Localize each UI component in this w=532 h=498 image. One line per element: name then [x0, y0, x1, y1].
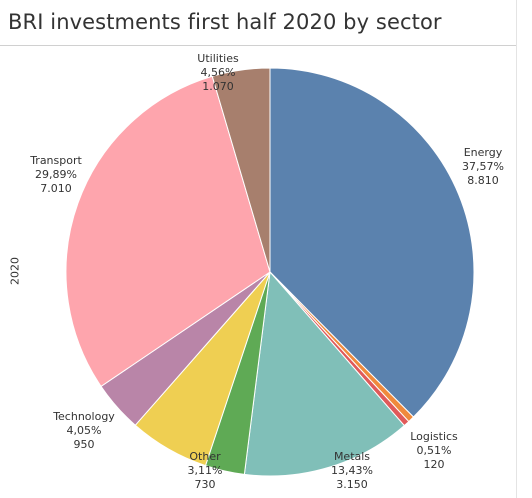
- slice-label-transport-percent-label: 29,89%: [35, 168, 77, 181]
- slice-label-utilities-percent-label: 4,56%: [201, 66, 236, 79]
- pie-slice-transport: [65, 75, 271, 388]
- slice-label-transport-value-label: 7.010: [40, 182, 72, 195]
- slice-label-logistics-value-label: 120: [424, 458, 445, 471]
- pie-slice-utilities: [211, 67, 271, 273]
- pie-slice-energy: [269, 67, 475, 418]
- slice-label-energy-value-label: 8.810: [467, 174, 499, 187]
- pie-slices: [65, 67, 475, 477]
- slice-label-logistics-name: Logistics: [410, 430, 458, 443]
- slice-label-energy-name: Energy: [464, 146, 503, 159]
- slice-label-metals-name: Metals: [334, 450, 370, 463]
- slice-label-utilities-name: Utilities: [197, 52, 239, 65]
- title-divider: [0, 45, 516, 46]
- slice-label-other-percent-label: 3,11%: [188, 464, 223, 477]
- chart-title: BRI investments first half 2020 by secto…: [8, 10, 442, 34]
- slice-label-energy-percent-label: 37,57%: [462, 160, 504, 173]
- slice-label-metals-value-label: 3.150: [336, 478, 368, 491]
- pie-slice-metals: [243, 270, 405, 477]
- slice-label-technology-percent-label: 4,05%: [67, 424, 102, 437]
- slice-label-other-value-label: 730: [195, 478, 216, 491]
- slice-label-technology-value-label: 950: [74, 438, 95, 451]
- panel-edge: [516, 0, 517, 498]
- slice-label-technology-name: Technology: [52, 410, 115, 423]
- slice-label-transport-name: Transport: [29, 154, 82, 167]
- slice-label-utilities-value-label: 1.070: [202, 80, 234, 93]
- slice-label-logistics-percent-label: 0,51%: [417, 444, 452, 457]
- slice-label-other-name: Other: [189, 450, 221, 463]
- slice-label-metals-percent-label: 13,43%: [331, 464, 373, 477]
